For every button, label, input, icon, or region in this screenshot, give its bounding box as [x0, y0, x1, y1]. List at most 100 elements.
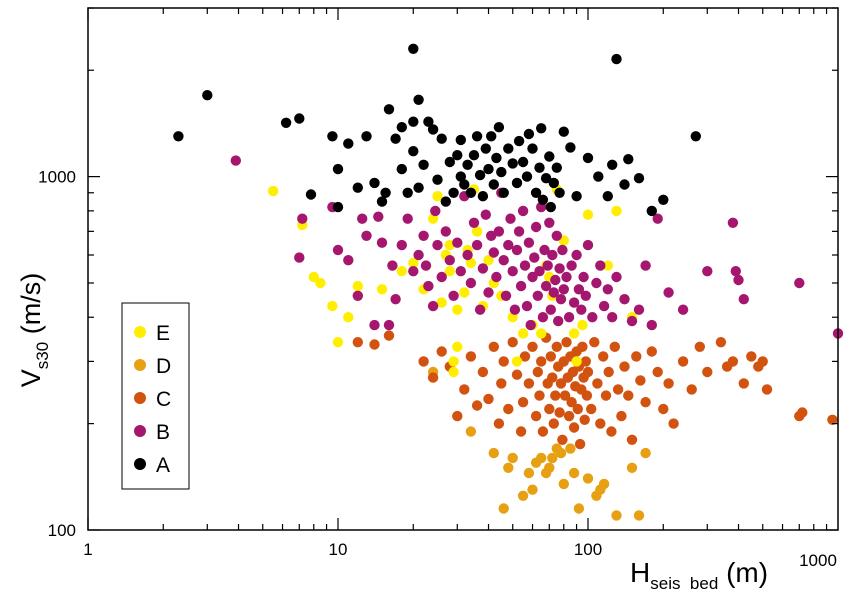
data-point-e — [459, 287, 470, 298]
data-point-e — [343, 312, 354, 323]
data-point-b — [390, 294, 401, 305]
data-point-b — [387, 260, 398, 271]
data-point-a — [486, 131, 497, 142]
data-point-b — [582, 239, 594, 251]
data-point-a — [413, 182, 424, 193]
data-point-c — [519, 351, 531, 362]
data-point-c — [527, 341, 538, 352]
data-point-b — [297, 213, 308, 224]
data-point-b — [563, 312, 575, 323]
x-axis-title-unit: (m) — [718, 557, 768, 588]
data-point-c — [619, 361, 630, 372]
data-point-b — [486, 230, 497, 241]
data-point-c — [503, 403, 514, 415]
data-point-a — [390, 133, 401, 144]
data-point-b — [702, 266, 713, 277]
data-point-a — [582, 152, 594, 164]
data-point-b — [540, 280, 552, 292]
data-point-c — [536, 356, 547, 367]
x-axis-title: Hseis_bed (m) — [630, 557, 768, 590]
data-point-e — [582, 209, 594, 220]
x-tick-label: 10 — [329, 540, 348, 559]
data-point-c — [631, 351, 642, 362]
data-point-c — [577, 341, 588, 352]
y-axis-title-sub: s30 — [33, 342, 52, 369]
data-point-e — [611, 205, 622, 217]
data-point-d — [626, 462, 638, 473]
data-point-e — [483, 255, 494, 266]
data-point-b — [505, 213, 516, 224]
data-point-d — [517, 490, 529, 501]
data-point-e — [471, 226, 483, 237]
data-point-a — [496, 166, 507, 178]
data-point-c — [530, 410, 542, 422]
data-point-a — [468, 150, 480, 161]
legend-label-a: A — [156, 454, 170, 477]
data-point-c — [550, 390, 561, 401]
data-point-b — [633, 304, 645, 315]
data-point-c — [702, 366, 713, 378]
data-point-a — [173, 131, 184, 142]
data-point-b — [640, 260, 651, 271]
data-point-a — [402, 187, 413, 198]
data-point-d — [503, 462, 514, 473]
data-point-c — [761, 384, 773, 395]
data-point-b — [619, 294, 630, 305]
data-point-c — [568, 422, 580, 433]
y-axis-title-main: V — [16, 369, 46, 387]
data-point-b — [738, 294, 749, 305]
data-point-a — [558, 126, 569, 137]
data-point-c — [616, 410, 627, 422]
data-point-c — [606, 426, 617, 437]
data-point-b — [542, 260, 553, 271]
data-point-d — [558, 478, 569, 490]
data-point-a — [480, 143, 491, 154]
data-point-a — [452, 150, 463, 161]
data-point-a — [474, 169, 486, 181]
data-point-a — [623, 154, 634, 165]
data-point-a — [537, 194, 549, 205]
data-point-b — [521, 300, 533, 312]
data-point-c — [635, 375, 646, 386]
data-point-b — [587, 312, 598, 323]
data-point-c — [757, 356, 768, 367]
legend-label-d: D — [156, 355, 171, 378]
data-point-c — [488, 341, 499, 352]
data-point-b — [423, 280, 434, 292]
data-point-c — [534, 390, 545, 401]
data-point-c — [483, 393, 494, 405]
data-point-a — [517, 156, 529, 168]
data-point-b — [427, 300, 439, 312]
data-point-b — [455, 266, 466, 277]
data-point-c — [595, 418, 606, 429]
data-point-b — [413, 249, 424, 261]
data-point-d — [582, 473, 594, 484]
data-point-b — [488, 247, 499, 258]
data-point-b — [544, 217, 555, 228]
data-point-e — [577, 319, 588, 331]
data-point-b — [498, 255, 509, 266]
data-point-e — [517, 328, 529, 339]
data-point-d — [498, 503, 509, 514]
data-point-a — [376, 196, 388, 207]
data-point-b — [448, 290, 459, 301]
data-point-d — [547, 452, 558, 464]
data-point-c — [545, 351, 556, 362]
data-point-c — [471, 400, 483, 411]
data-point-a — [294, 113, 305, 124]
data-point-c — [589, 337, 600, 348]
data-point-b — [332, 244, 344, 256]
data-point-e — [511, 356, 523, 367]
y-tick-label: 1000 — [38, 168, 76, 187]
data-point-a — [513, 135, 525, 147]
data-point-b — [513, 226, 525, 237]
data-point-d — [640, 447, 651, 459]
x-tick-label: 1000 — [799, 551, 837, 570]
data-point-b — [530, 221, 542, 233]
data-point-a — [455, 171, 466, 182]
data-point-a — [465, 187, 477, 198]
data-point-b — [396, 239, 407, 251]
data-point-e — [536, 328, 547, 339]
data-point-b — [539, 244, 550, 256]
ticks-layer: 1 10 100 1000 100 1000 — [38, 7, 838, 570]
